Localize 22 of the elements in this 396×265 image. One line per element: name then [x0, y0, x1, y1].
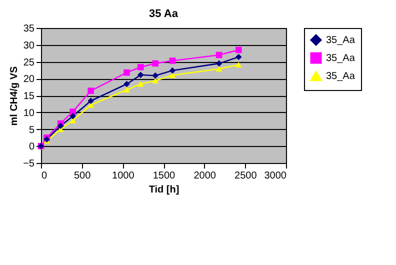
x-tick-label: 0 — [42, 170, 48, 182]
y-tick-label: 15 — [23, 91, 35, 102]
x-axis-title: Tid [h] — [148, 184, 180, 196]
legend-label: 35_Aa — [326, 35, 356, 46]
y-axis-title: ml CH4/g VS — [9, 66, 20, 126]
legend-label: 35_Aa — [326, 71, 356, 82]
y-tick-label: 0 — [28, 142, 35, 153]
y-tick-label: 25 — [23, 57, 35, 68]
x-tick-label: 1000 — [112, 170, 135, 182]
y-tick-label: 10 — [23, 108, 35, 119]
y-tick-label: 30 — [23, 40, 35, 52]
y-tick-label: 35 — [23, 24, 35, 34]
y-tick-label: 20 — [23, 74, 35, 86]
x-tick-label: 2000 — [194, 170, 216, 182]
x-tick-label: 1500 — [152, 170, 176, 182]
x-tick-label: 500 — [74, 170, 92, 182]
y-tick-label: 5 — [28, 124, 35, 136]
chart-title: 35 Aa — [149, 8, 179, 20]
x-tick-label: 3000 — [264, 170, 287, 182]
x-tick-label: 2500 — [234, 170, 258, 182]
y-tick-label: −5 — [23, 158, 35, 170]
legend-label: 35_Aa — [326, 53, 356, 64]
